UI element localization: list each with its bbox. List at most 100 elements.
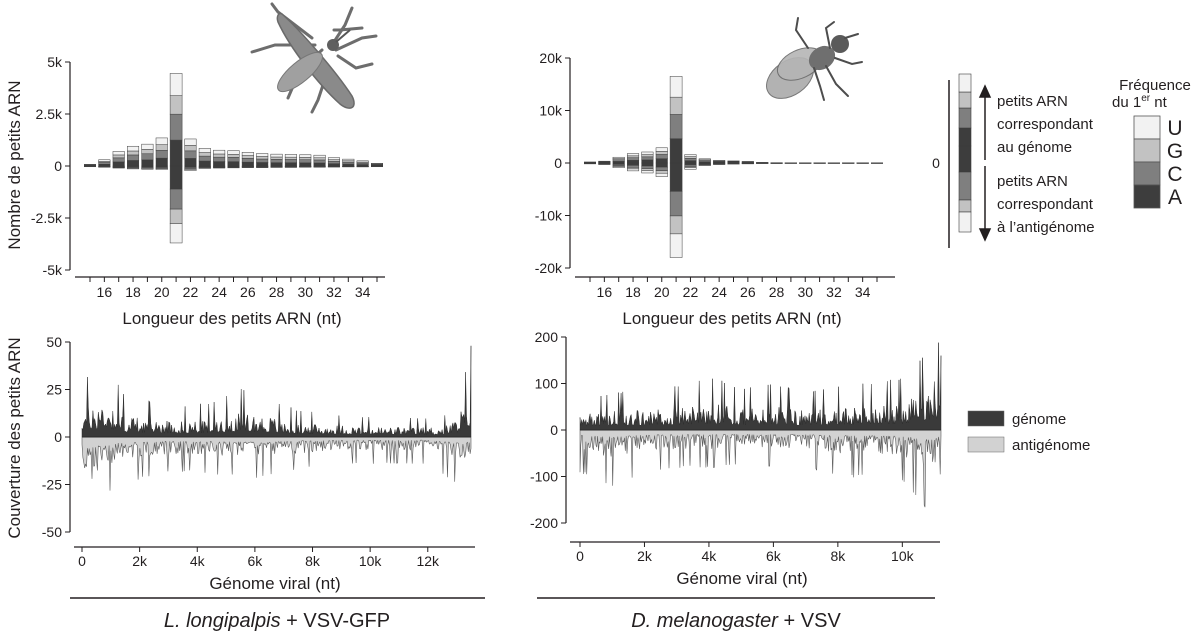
legend-bar-genome-A xyxy=(958,127,972,147)
genome-bar-C xyxy=(669,114,683,139)
genome-bar-A xyxy=(241,161,254,167)
genome-bar-C xyxy=(184,150,197,159)
genome-bar-A xyxy=(98,164,111,167)
y-tick-label: -5k xyxy=(43,262,63,278)
genome-bar-G xyxy=(669,96,683,115)
genome-bar-G xyxy=(299,157,312,160)
x-tick-label: 6k xyxy=(247,553,263,569)
genome-bar-G xyxy=(655,151,668,155)
genome-bar-U xyxy=(327,157,340,160)
antigenome-bar-A xyxy=(669,162,683,192)
fly-icon xyxy=(766,17,863,101)
antigenome-bar-A xyxy=(627,162,640,166)
antigenome-bar-G xyxy=(169,208,183,224)
x-tick-label: 20 xyxy=(154,284,170,300)
x-tick-label: 4k xyxy=(190,553,206,569)
genome-bar-U xyxy=(299,154,312,158)
caption-right: D. melanogaster + VSV xyxy=(631,610,841,632)
antigenome-bar-A xyxy=(655,162,668,168)
coverage-legend: génome antigénome xyxy=(967,410,1090,454)
genome-bar-C xyxy=(327,161,340,164)
genome-bar-C xyxy=(684,158,697,161)
x-tick-label: 32 xyxy=(326,284,342,300)
genome-bar-G xyxy=(198,152,211,157)
y-tick-label: 0 xyxy=(54,429,62,445)
x-tick-label: 20 xyxy=(654,284,670,300)
y-tick-label: 5k xyxy=(47,54,63,70)
x-tick-label: 30 xyxy=(797,284,813,300)
antigenome-bar-U xyxy=(612,166,625,168)
genome-bar-A xyxy=(169,139,183,167)
genome-bar-C xyxy=(241,158,254,163)
genome-bar-U xyxy=(284,154,297,158)
genome-bar-C xyxy=(227,157,240,162)
genome-bar-U xyxy=(184,138,197,146)
genome-bar-A xyxy=(141,159,154,167)
coverage-label-0: génome xyxy=(1012,411,1066,428)
genome-bar-C xyxy=(155,150,168,159)
genome-bar-U xyxy=(141,143,154,150)
x-tick-label: 4k xyxy=(702,548,718,564)
genome-bar-U xyxy=(669,76,683,98)
genome-bar-U xyxy=(727,160,740,162)
x-axis-label: Longueur des petits ARN (nt) xyxy=(622,309,841,328)
x-tick-label: 10k xyxy=(359,553,383,569)
coverage-chart-right: -200 -100 0 100 200 0 2k 4k 6k 8k 10k Génome viral … xyxy=(530,329,942,588)
x-tick-label: 18 xyxy=(125,284,141,300)
y-tick-label: -200 xyxy=(530,515,558,531)
genome-bar-A xyxy=(313,162,326,167)
genome-bar-G xyxy=(284,156,297,160)
legend-bar-antigenome-G xyxy=(958,199,972,213)
x-tick-label: 16 xyxy=(97,284,113,300)
legend-frequency-title-line1: Fréquence xyxy=(1119,77,1191,94)
genome-bar-A xyxy=(227,161,240,167)
genome-bar-U xyxy=(270,153,283,158)
legend-bar-genome-C xyxy=(958,107,972,129)
genome-bar-A xyxy=(256,162,269,167)
genome-bar-C xyxy=(342,161,355,165)
genome-bar-A xyxy=(184,158,197,167)
genome-bar-C xyxy=(655,154,668,159)
coverage-chart-left: -50 -25 0 25 50 0 2k 4k 6k 8k 10k 12k Génome viral (… xyxy=(42,334,475,593)
genome-bar-C xyxy=(270,159,283,163)
y-tick-label: -25 xyxy=(42,477,62,493)
x-axis-label: Génome viral (nt) xyxy=(676,569,807,588)
genome-bar-U xyxy=(198,148,211,153)
genome-bar-A xyxy=(655,158,668,164)
x-tick-label: 0 xyxy=(78,553,86,569)
genome-bar-U xyxy=(342,158,355,162)
genome-bar-G xyxy=(169,95,183,115)
antigenome-bar-C xyxy=(641,165,654,169)
genome-bar-G xyxy=(227,154,240,158)
genome-bar-U xyxy=(356,160,369,163)
antigenome-bar-U xyxy=(141,168,154,170)
swatch-A xyxy=(1133,184,1161,209)
genome-bar-C xyxy=(141,153,154,161)
antigenome-bar-U xyxy=(641,170,654,174)
antigenome-bar-U xyxy=(684,167,697,170)
x-tick-label: 24 xyxy=(211,284,227,300)
genome-bar-C xyxy=(299,159,312,164)
antigenome-bar-U xyxy=(127,167,140,170)
genome-bar-G xyxy=(684,156,697,159)
x-tick-label: 22 xyxy=(183,284,199,300)
antigenome-bar-U xyxy=(655,172,668,177)
genome-bar-C xyxy=(127,154,140,161)
legend-bar-antigenome-A xyxy=(958,145,972,173)
x-tick-label: 34 xyxy=(355,284,371,300)
genome-bar-C xyxy=(98,162,111,165)
genome-bar-U xyxy=(155,137,168,145)
genome-bar-U xyxy=(213,149,226,155)
coverage-label-1: antigénome xyxy=(1012,437,1090,454)
genome-bar-G xyxy=(627,155,640,158)
genome-bar-U xyxy=(112,151,125,156)
antigenome-bar-A xyxy=(684,162,697,166)
genome-bar-C xyxy=(112,157,125,163)
genome-bar-U xyxy=(627,153,640,157)
y-tick-label: 10k xyxy=(539,103,563,119)
y-tick-label: 0 xyxy=(554,155,562,171)
antigenome-bar-U xyxy=(198,167,211,169)
genome-bar-C xyxy=(313,159,326,164)
